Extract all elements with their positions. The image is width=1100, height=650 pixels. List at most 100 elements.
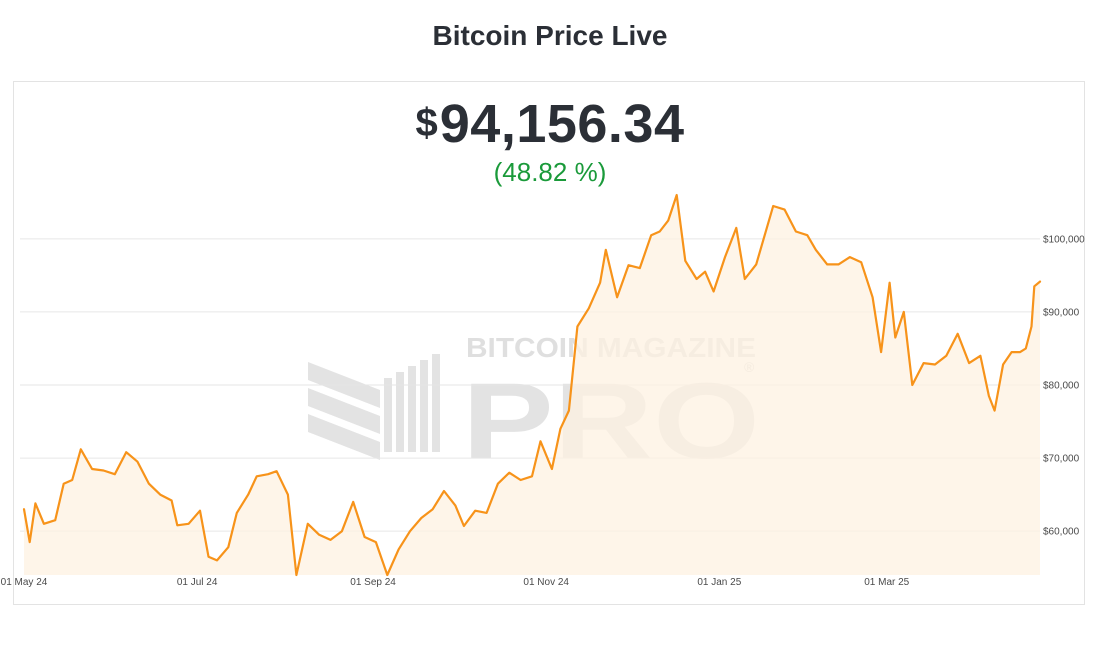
price-point[interactable] [112,471,118,477]
price-point[interactable] [878,349,884,355]
price-point[interactable] [1028,324,1034,330]
price-point[interactable] [557,426,563,432]
price-point[interactable] [316,532,322,538]
price-point[interactable] [648,232,654,238]
price-point[interactable] [225,544,231,550]
price-point[interactable] [901,309,907,315]
price-point[interactable] [89,466,95,472]
price-point[interactable] [1009,349,1015,355]
price-point[interactable] [597,280,603,286]
price-point[interactable] [733,225,739,231]
price-point[interactable] [603,247,609,253]
price-point[interactable] [614,294,620,300]
price-point[interactable] [339,528,345,534]
price-point[interactable] [665,218,671,224]
price-point[interactable] [722,254,728,260]
price-point[interactable] [770,203,776,209]
price-point[interactable] [992,408,998,414]
price-point[interactable] [78,446,84,452]
price-point[interactable] [100,468,106,474]
price-point[interactable] [305,521,311,527]
price-point[interactable] [1017,349,1023,355]
price-point[interactable] [328,537,334,543]
price-point[interactable] [702,269,708,275]
price-point[interactable] [847,254,853,260]
price-point[interactable] [518,477,524,483]
price-point[interactable] [909,382,915,388]
price-point[interactable] [955,331,961,337]
price-point[interactable] [694,276,700,282]
price-line[interactable] [22,193,1042,577]
price-point[interactable] [1031,283,1037,289]
price-point[interactable] [274,468,280,474]
price-point[interactable] [1023,345,1029,351]
price-point[interactable] [804,232,810,238]
price-point[interactable] [549,466,555,472]
price-point[interactable] [858,259,864,265]
price-point[interactable] [61,481,67,487]
price-point[interactable] [265,471,271,477]
price-point[interactable] [586,305,592,311]
price-point[interactable] [813,247,819,253]
price-point[interactable] [870,294,876,300]
price-point[interactable] [824,261,830,267]
price-point[interactable] [461,523,467,529]
price-point[interactable] [135,459,141,465]
price-point[interactable] [146,481,152,487]
price-point[interactable] [69,477,75,483]
price-point[interactable] [174,522,180,528]
price-point[interactable] [430,506,436,512]
price-point[interactable] [887,280,893,286]
price-point[interactable] [711,288,717,294]
price-point[interactable] [205,554,211,560]
price-point[interactable] [484,510,490,516]
price-point[interactable] [472,508,478,514]
price-point[interactable] [21,506,27,512]
price-point[interactable] [441,488,447,494]
price-point[interactable] [27,539,33,545]
price-point[interactable] [32,500,38,506]
price-point[interactable] [986,393,992,399]
price-point[interactable] [186,521,192,527]
price-point[interactable] [123,449,129,455]
price-point[interactable] [157,492,163,498]
price-point[interactable] [574,324,580,330]
price-point[interactable] [657,229,663,235]
price-point[interactable] [396,546,402,552]
price-point[interactable] [373,539,379,545]
price-point[interactable] [169,497,175,503]
price-point[interactable] [362,534,368,540]
price-point[interactable] [674,192,680,198]
price-point[interactable] [932,362,938,368]
price-point[interactable] [452,503,458,509]
price-point[interactable] [637,265,643,271]
price-point[interactable] [782,207,788,213]
price-point[interactable] [197,508,203,514]
price-point[interactable] [566,408,572,414]
price-point[interactable] [943,353,949,359]
price-point[interactable] [506,470,512,476]
price-point[interactable] [793,229,799,235]
price-point[interactable] [625,262,631,268]
price-point[interactable] [1000,362,1006,368]
price-point[interactable] [495,481,501,487]
price-point[interactable] [285,492,291,498]
price-point[interactable] [254,473,260,479]
price-point[interactable] [52,517,58,523]
price-point[interactable] [921,360,927,366]
price-point[interactable] [214,557,220,563]
price-point[interactable] [234,510,240,516]
price-point[interactable] [753,261,759,267]
price-point[interactable] [966,360,972,366]
price-point[interactable] [407,528,413,534]
price-point[interactable] [41,521,47,527]
price-point[interactable] [1037,279,1043,285]
price-point[interactable] [538,438,544,444]
price-point[interactable] [245,492,251,498]
price-point[interactable] [836,261,842,267]
price-point[interactable] [418,515,424,521]
price-point[interactable] [977,353,983,359]
price-point[interactable] [742,276,748,282]
price-point[interactable] [682,258,688,264]
